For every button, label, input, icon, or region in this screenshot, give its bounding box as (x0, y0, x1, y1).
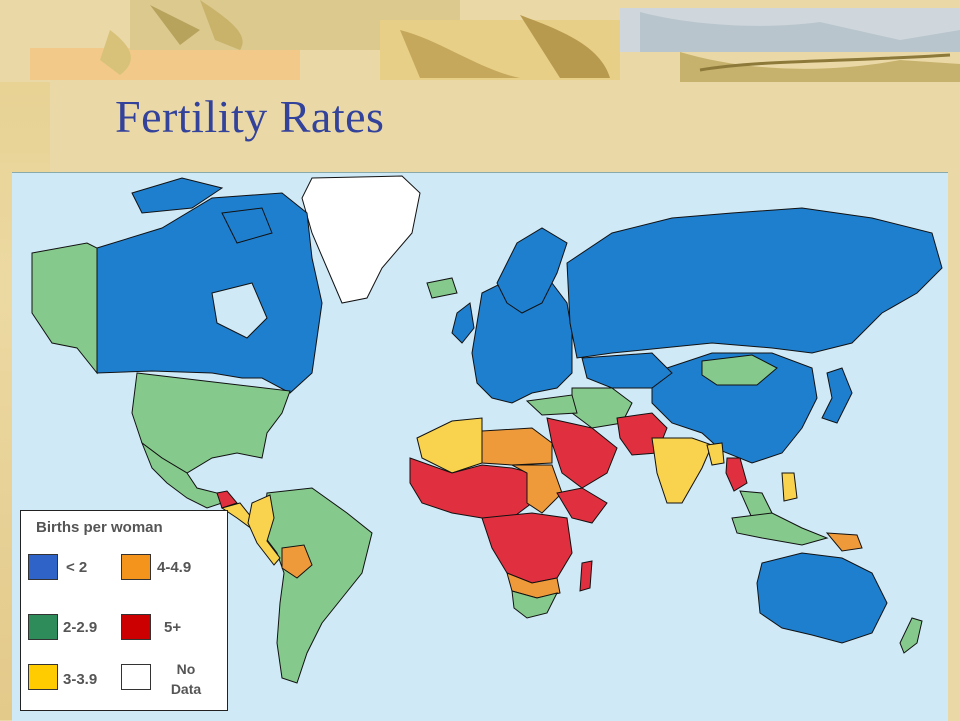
legend-label-nodata-line2: Data (170, 681, 202, 697)
legend-swatch-3to4 (28, 664, 58, 690)
region-mongolia (701, 354, 778, 386)
region-south-america-green (261, 487, 373, 684)
legend-swatch-nodata (121, 664, 151, 690)
world-map-svg (12, 173, 948, 721)
region-japan (821, 367, 853, 424)
region-bangladesh (706, 442, 725, 466)
region-usa (131, 372, 291, 474)
world-fertility-map (12, 172, 948, 721)
hudson-bay (211, 282, 268, 339)
region-indonesia (731, 512, 829, 546)
region-canada (96, 192, 323, 394)
legend-label-nodata: No Data (161, 659, 211, 699)
region-kazakhstan (581, 352, 673, 389)
region-central-america-high (216, 490, 238, 509)
region-turkey (525, 394, 578, 416)
region-europe (471, 272, 573, 404)
legend-swatch-5plus (121, 614, 151, 640)
region-laos-cambodia (725, 457, 748, 492)
region-russia (566, 207, 943, 359)
region-arabia (546, 417, 618, 489)
region-uk (451, 302, 475, 344)
legend-panel: Births per woman < 2 4-4.9 2-2.9 5+ 3-3.… (20, 510, 228, 711)
region-sahel-west-africa (409, 457, 533, 519)
slide-title: Fertility Rates (115, 91, 385, 142)
region-alaska (31, 242, 98, 375)
region-madagascar (579, 560, 593, 592)
region-horn-of-africa (556, 487, 608, 524)
region-philippines (781, 472, 798, 502)
region-china (651, 352, 818, 464)
region-canada-islands (131, 177, 273, 244)
legend-label-2to3: 2-2.9 (63, 619, 98, 636)
legend-label-4to5: 4-4.9 (157, 559, 192, 576)
region-scandinavia (496, 227, 568, 314)
region-australia (756, 552, 888, 644)
legend-label-5plus: 5+ (164, 619, 182, 636)
region-bolivia (281, 544, 313, 579)
decorative-leaf-banner (0, 0, 960, 82)
region-new-zealand (899, 617, 923, 654)
legend-swatch-4to5 (121, 554, 151, 580)
legend-swatch-2to3 (28, 614, 58, 640)
region-sudan (511, 464, 563, 514)
legend-label-3to4: 3-3.9 (63, 671, 98, 688)
region-iceland (426, 277, 458, 299)
legend-label-lt2: < 2 (66, 559, 88, 576)
region-libya-egypt (481, 427, 553, 466)
region-india (651, 437, 713, 504)
region-greenland (301, 175, 421, 304)
region-papua (825, 532, 863, 552)
legend-swatch-lt2 (28, 554, 58, 580)
legend-title: Births per woman (36, 519, 163, 536)
region-south-africa (511, 590, 558, 619)
region-andes-yellow (247, 494, 281, 566)
legend-label-nodata-line1: No (176, 661, 196, 677)
